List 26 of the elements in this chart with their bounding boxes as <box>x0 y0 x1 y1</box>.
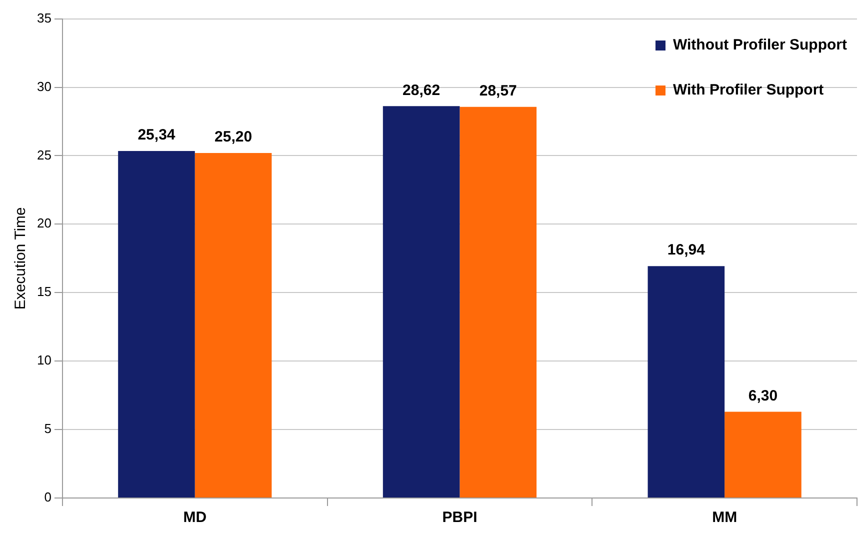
data-label: 16,94 <box>667 242 706 259</box>
y-tick-label: 15 <box>36 284 52 300</box>
bar <box>382 106 460 498</box>
bar <box>724 412 802 498</box>
y-tick-label: 35 <box>36 10 52 26</box>
data-label: 25,20 <box>214 128 252 146</box>
y-tick-label: 0 <box>44 490 52 505</box>
y-tick-label: 25 <box>36 147 52 162</box>
data-label: 6,30 <box>748 387 778 404</box>
bar <box>460 106 537 498</box>
y-tick-label: 30 <box>36 78 52 94</box>
legend-label: With Profiler Support <box>672 82 824 99</box>
legend-label: Without Profiler Support <box>672 36 848 54</box>
y-axis-title: Execution Time <box>12 207 30 310</box>
y-tick-label: 10 <box>36 352 52 368</box>
y-tick-label: 20 <box>36 216 52 231</box>
y-tick-label: 5 <box>44 421 52 436</box>
data-label: 25,34 <box>138 126 176 144</box>
bar <box>648 266 725 498</box>
data-label: 28,62 <box>402 82 440 99</box>
x-tick-label: MD <box>183 509 207 526</box>
x-tick-label: PBPI <box>442 509 478 526</box>
data-label: 28,57 <box>479 82 517 100</box>
x-tick-label: MM <box>712 509 738 526</box>
bar <box>194 152 272 498</box>
bar <box>118 151 195 498</box>
